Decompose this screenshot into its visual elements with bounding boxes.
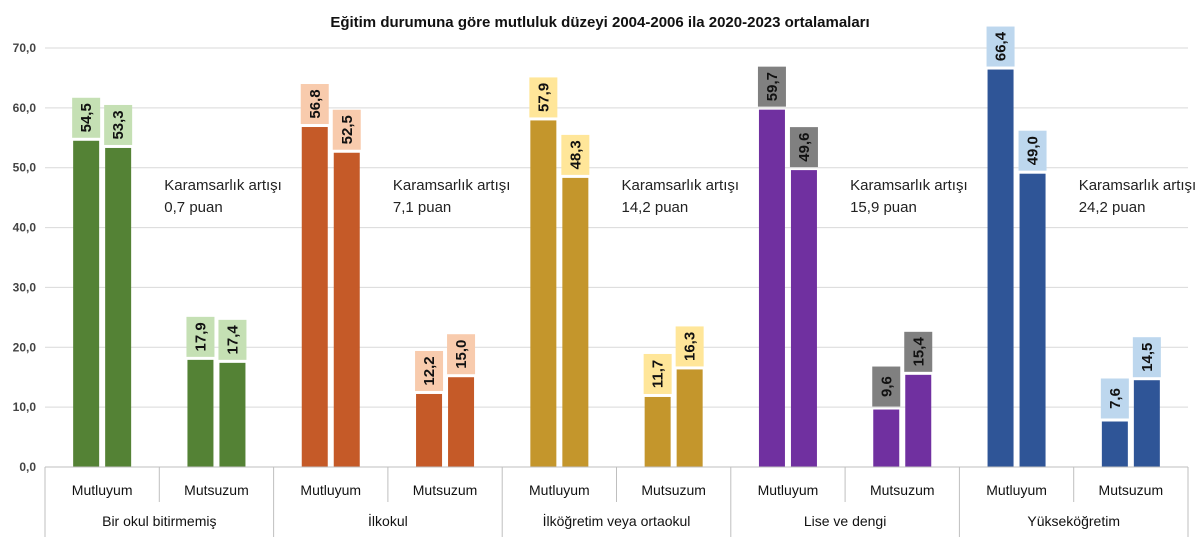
- bar: [1133, 380, 1160, 467]
- category-label: Mutsuzum: [870, 482, 935, 498]
- bar: [219, 362, 246, 467]
- bar: [562, 177, 589, 467]
- bar: [187, 359, 214, 467]
- category-label: Mutsuzum: [184, 482, 249, 498]
- data-label-background: [332, 109, 361, 150]
- bar: [676, 369, 703, 467]
- data-label-background: [1132, 337, 1161, 378]
- data-label: 9,6: [878, 376, 895, 397]
- y-tick-label: 60,0: [13, 101, 37, 115]
- data-label: 52,5: [339, 115, 356, 144]
- y-tick-label: 0,0: [19, 460, 36, 474]
- y-tick-label: 70,0: [13, 41, 37, 55]
- annotation: 0,7 puan: [164, 199, 222, 216]
- annotation: Karamsarlık artışı: [1079, 177, 1197, 194]
- annotation: 7,1 puan: [393, 199, 451, 216]
- data-label-background: [986, 26, 1015, 67]
- data-label-background: [1018, 130, 1047, 171]
- annotation: 14,2 puan: [622, 199, 689, 216]
- data-label: 7,6: [1107, 388, 1124, 409]
- data-label-background: [675, 326, 704, 367]
- group-label: Bir okul bitirmemiş: [102, 513, 216, 529]
- bar: [301, 127, 328, 468]
- bar: [105, 147, 132, 467]
- data-label-background: [415, 350, 444, 391]
- annotation: Karamsarlık artışı: [622, 177, 740, 194]
- data-label: 49,6: [796, 133, 813, 162]
- bar: [905, 374, 932, 467]
- y-tick-label: 30,0: [13, 280, 37, 294]
- data-label: 59,7: [764, 72, 781, 101]
- annotation: Karamsarlık artışı: [164, 177, 282, 194]
- data-label-background: [300, 84, 329, 125]
- bar: [333, 152, 360, 467]
- data-label: 48,3: [567, 140, 584, 169]
- data-label: 11,7: [650, 360, 667, 388]
- bar: [448, 377, 475, 467]
- data-label: 14,5: [1139, 343, 1156, 372]
- data-label: 16,3: [682, 332, 699, 361]
- category-label: Mutsuzum: [1099, 482, 1164, 498]
- bar: [416, 393, 443, 467]
- bars: 54,5 53,3 17,9 17,4 Karamsarlık artışı 0,7 pu…: [72, 26, 1197, 468]
- category-label: Mutluyum: [72, 482, 133, 498]
- data-label-background: [186, 316, 215, 357]
- annotation: Karamsarlık artışı: [850, 177, 968, 194]
- data-label: 56,8: [307, 89, 324, 118]
- data-label: 66,4: [993, 31, 1010, 61]
- category-label: Mutsuzum: [641, 482, 706, 498]
- data-label-background: [104, 104, 133, 145]
- y-axis: 0,0 10,0 20,0 30,0 40,0 50,0 60,0 70,0: [13, 41, 37, 474]
- data-label-background: [872, 366, 901, 407]
- annotation: 24,2 puan: [1079, 199, 1146, 216]
- bar: [73, 140, 100, 467]
- group-label: Yükseköğretim: [1027, 513, 1120, 529]
- group-label: Lise ve dengi: [804, 513, 887, 529]
- bar: [530, 120, 557, 468]
- data-label-background: [1100, 378, 1129, 419]
- data-label-background: [529, 77, 558, 118]
- bar: [1101, 421, 1128, 467]
- y-tick-label: 40,0: [13, 221, 37, 235]
- category-label: Mutluyum: [300, 482, 361, 498]
- data-label-background: [757, 66, 786, 107]
- data-label: 17,9: [192, 322, 209, 351]
- data-label-background: [561, 134, 590, 175]
- group-label: İlköğretim veya ortaokul: [543, 512, 691, 529]
- data-label-background: [789, 127, 818, 168]
- data-label-background: [643, 353, 672, 394]
- data-label: 12,2: [421, 356, 438, 385]
- bar: [758, 109, 785, 467]
- data-label: 15,0: [453, 340, 470, 369]
- category-label: Mutluyum: [529, 482, 590, 498]
- annotation: Karamsarlık artışı: [393, 177, 511, 194]
- x-axis: Mutluyum Mutsuzum Bir okul bitirmemiş Mutlu…: [44, 466, 1189, 537]
- bar: [873, 409, 900, 467]
- category-label: Mutsuzum: [413, 482, 478, 498]
- data-label-background: [447, 334, 476, 375]
- data-label: 49,0: [1025, 136, 1042, 165]
- category-label: Mutluyum: [758, 482, 819, 498]
- data-label: 53,3: [110, 110, 127, 139]
- data-label-background: [904, 331, 933, 372]
- annotation: 15,9 puan: [850, 199, 917, 216]
- data-label: 57,9: [535, 83, 552, 112]
- data-label: 54,5: [78, 103, 95, 132]
- group-label: İlkokul: [368, 512, 408, 529]
- category-label: Mutluyum: [986, 482, 1047, 498]
- data-label-background: [72, 97, 101, 138]
- data-label-background: [218, 319, 247, 360]
- y-tick-label: 20,0: [13, 340, 37, 354]
- bar: [644, 396, 671, 467]
- data-label: 17,4: [224, 325, 241, 355]
- chart-title: Eğitim durumuna göre mutluluk düzeyi 200…: [330, 14, 869, 31]
- bar: [790, 170, 817, 467]
- y-tick-label: 10,0: [13, 400, 37, 414]
- bar: [987, 69, 1014, 467]
- y-tick-label: 50,0: [13, 161, 37, 175]
- data-label: 15,4: [910, 337, 927, 367]
- bar: [1019, 173, 1046, 467]
